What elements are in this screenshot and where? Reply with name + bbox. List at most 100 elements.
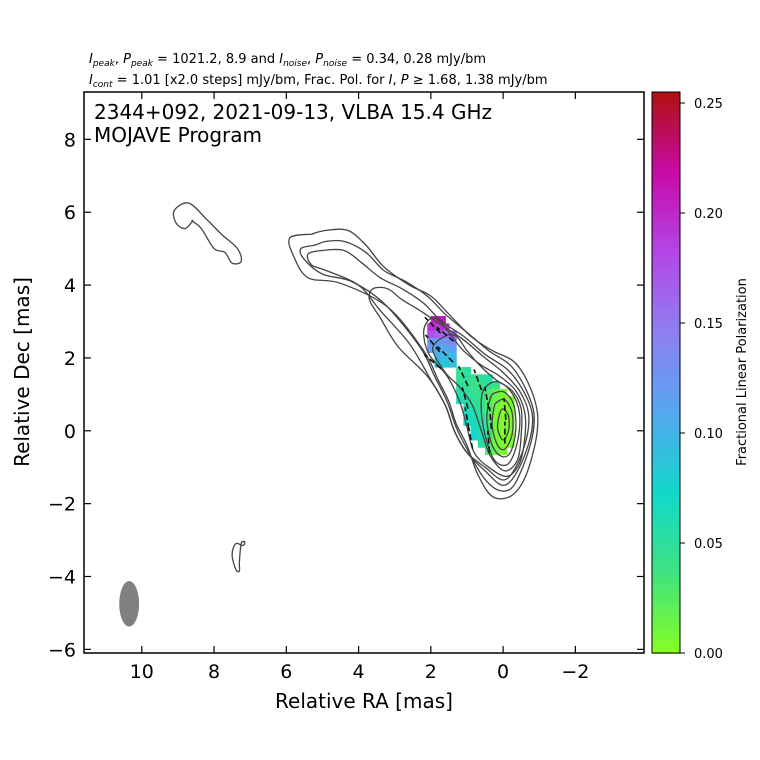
polarization-pixel: [438, 316, 446, 324]
y-tick-label: −4: [48, 567, 76, 589]
polarization-pixel: [456, 388, 464, 397]
colorbar-segment: [652, 508, 680, 514]
polarization-pixel: [499, 388, 508, 397]
polarization-pixel: [456, 381, 464, 390]
colorbar-segment: [652, 372, 680, 378]
colorbar-tick-label: 0.25: [694, 97, 723, 112]
polarization-pixel: [434, 352, 443, 361]
colorbar-segment: [652, 363, 680, 369]
contour-line: [299, 239, 535, 492]
polarization-pixel: [448, 359, 457, 368]
colorbar-tick-label: 0.10: [694, 427, 723, 442]
colorbar-segment: [652, 606, 680, 612]
colorbar-segment: [652, 596, 680, 603]
polarization-pixel: [434, 359, 443, 368]
colorbar-segment: [652, 466, 680, 472]
colorbar-segment: [652, 638, 680, 645]
polarization-pixel: [485, 410, 493, 419]
colorbar-segment: [652, 353, 680, 360]
colorbar-segment: [652, 498, 680, 505]
chart-title-line2: MOJAVE Program: [94, 123, 262, 147]
colorbar-segment: [652, 120, 680, 126]
x-tick-label: −2: [561, 661, 589, 683]
x-tick-label: 6: [280, 661, 292, 683]
contour-layer: [172, 202, 539, 573]
polarization-pixel: [463, 388, 472, 397]
colorbar-segment: [652, 475, 680, 481]
colorbar-frame: [651, 91, 681, 654]
colorbar-segment: [652, 437, 680, 444]
colorbar-tick-label: 0.20: [694, 207, 723, 222]
polarization-pixel: [492, 447, 501, 456]
contour-line: [172, 202, 243, 265]
colorbar-segment: [652, 582, 680, 589]
evpa-stick: [503, 397, 507, 420]
colorbar-segment: [652, 194, 680, 201]
colorbar-segment: [652, 325, 680, 332]
evpa-stick: [467, 427, 474, 450]
polarization-pixel: [506, 396, 515, 405]
header-line-2: Icont = 1.01 [x2.0 steps] mJy/bm, Frac. …: [89, 73, 548, 90]
polarization-pixel: [477, 432, 486, 441]
colorbar-segment: [652, 264, 680, 271]
evpa-stick: [461, 387, 469, 409]
colorbar-segment: [652, 171, 680, 177]
colorbar-segment: [652, 554, 680, 561]
polarization-pixel: [499, 418, 508, 426]
colorbar-segment: [652, 536, 680, 542]
polarization-pixel: [470, 410, 479, 419]
colorbar-segment: [652, 283, 680, 290]
colorbar-segment: [652, 629, 680, 636]
colorbar-segment: [652, 377, 680, 383]
colorbar: 0.00 0.05 0.10 0.15 0.20 0.25 Fractional Line…: [651, 91, 750, 662]
evpa-stick: [464, 407, 470, 430]
polarization-pixel: [499, 432, 508, 441]
polarization-pixel: [463, 410, 472, 419]
colorbar-segment: [652, 250, 680, 257]
colorbar-segment: [652, 480, 680, 486]
colorbar-segment: [652, 293, 680, 299]
colorbar-segment: [652, 489, 680, 495]
colorbar-segment: [652, 587, 680, 594]
colorbar-segment: [652, 236, 680, 243]
x-tick-label: 2: [425, 661, 437, 683]
polarization-pixel: [499, 425, 508, 434]
colorbar-segment: [652, 400, 680, 407]
colorbar-segment: [652, 531, 680, 537]
colorbar-segment: [652, 447, 680, 453]
axis-ticks: 10 8 6 4 2 0 −2 −6 −4 −2 0 2 4 6 8: [48, 92, 644, 683]
y-tick-label: 0: [64, 421, 76, 443]
evpa-stick: [424, 334, 441, 353]
colorbar-segment: [652, 461, 680, 467]
colorbar-segment: [652, 213, 680, 220]
colorbar-segment: [652, 386, 680, 392]
colorbar-segment: [652, 180, 680, 187]
colorbar-segment: [652, 620, 680, 626]
colorbar-segment: [652, 395, 680, 402]
colorbar-segment: [652, 134, 680, 140]
polarization-pixel: [492, 425, 501, 434]
colorbar-segment: [652, 297, 680, 304]
polarization-pixel: [492, 403, 501, 412]
colorbar-segment: [652, 311, 680, 318]
evpa-stick: [473, 369, 483, 391]
colorbar-segment: [652, 227, 680, 234]
polarization-pixel: [485, 439, 493, 448]
polarization-pixel: [477, 388, 486, 397]
polarization-pixel: [470, 381, 479, 390]
polarization-pixel: [441, 345, 450, 354]
colorbar-segment: [652, 316, 680, 322]
colorbar-segment: [652, 517, 680, 523]
colorbar-label: Fractional Linear Polarization: [735, 278, 750, 466]
polarization-pixel: [434, 330, 443, 339]
polarization-pixel: [477, 439, 486, 448]
colorbar-segment: [652, 344, 680, 350]
polarization-pixel: [427, 345, 436, 354]
colorbar-segment: [652, 246, 680, 252]
polarization-pixel: [456, 374, 464, 383]
colorbar-segment: [652, 540, 680, 547]
x-tick-label: 10: [130, 661, 154, 683]
x-tick-label: 0: [497, 661, 509, 683]
polarization-pixel: [470, 396, 479, 405]
